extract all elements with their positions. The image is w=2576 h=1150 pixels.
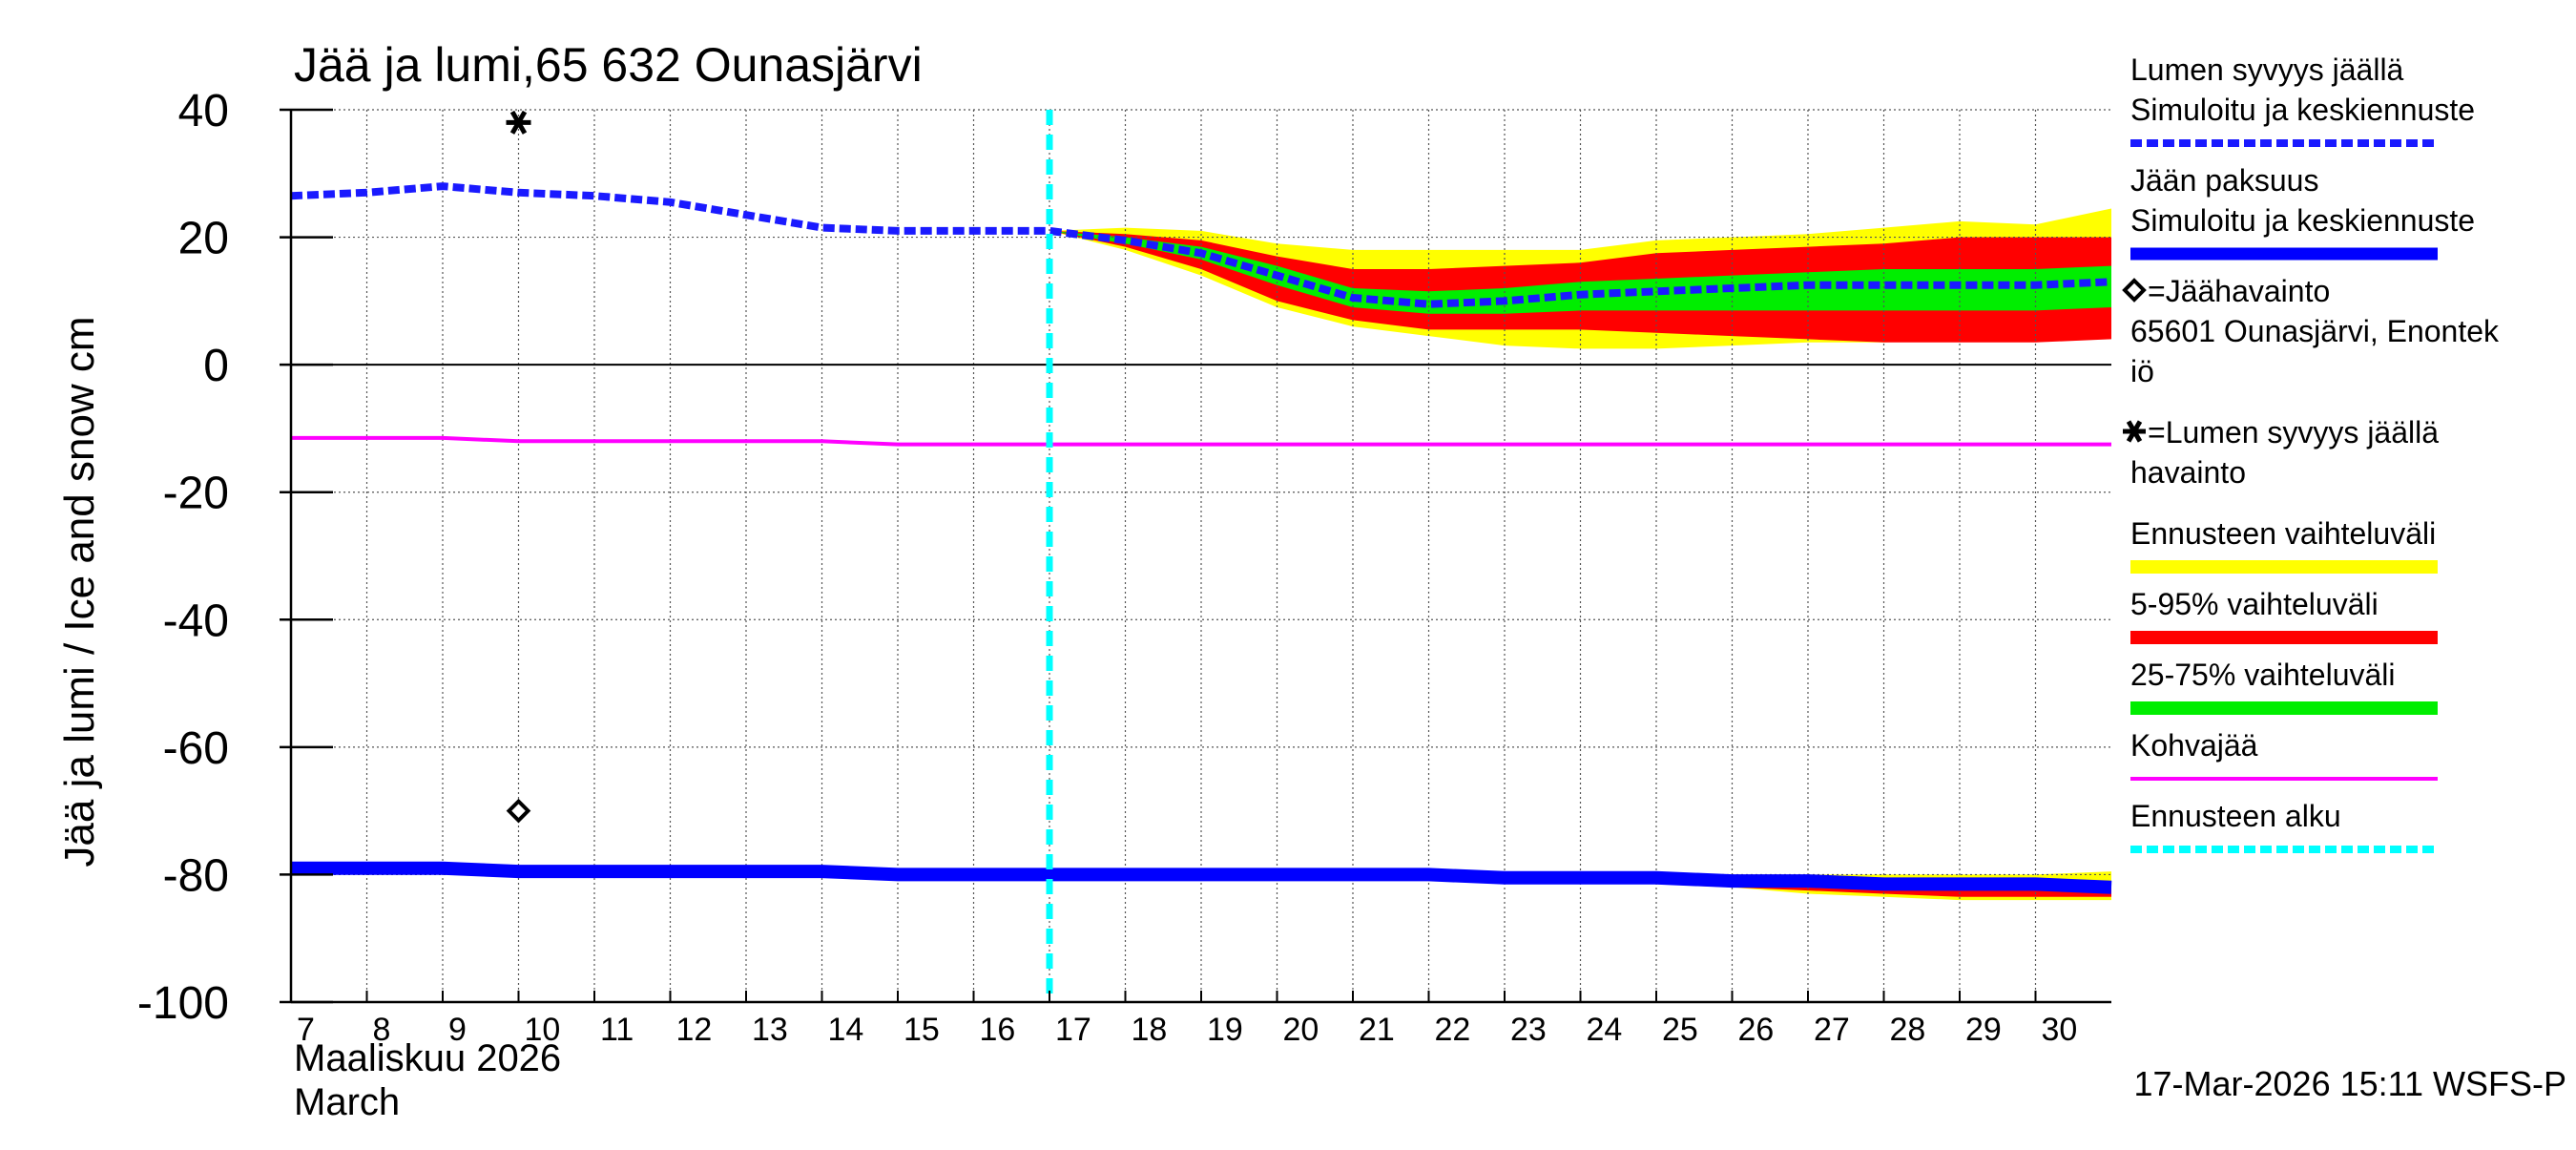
legend-label: =Jäähavainto bbox=[2148, 274, 2330, 308]
legend-label: 25-75% vaihteluväli bbox=[2130, 658, 2396, 692]
legend-diamond-icon bbox=[2122, 278, 2147, 303]
legend-item-4: Ennusteen vaihteluväli bbox=[2130, 516, 2438, 574]
snow-band-25-75 bbox=[1049, 230, 2111, 314]
y-axis-label: Jää ja lumi / Ice and snow cm bbox=[56, 316, 103, 867]
x-tick-label: 14 bbox=[828, 1012, 864, 1048]
x-tick-label: 13 bbox=[752, 1012, 788, 1048]
x-tick-label: 26 bbox=[1738, 1012, 1775, 1048]
y-tick-label: -60 bbox=[163, 723, 229, 774]
x-axis-label-month-en: March bbox=[294, 1081, 400, 1123]
y-tick-label: -40 bbox=[163, 596, 229, 646]
chart-title: Jää ja lumi,65 632 Ounasjärvi bbox=[294, 38, 923, 92]
x-tick-label: 22 bbox=[1435, 1012, 1471, 1048]
x-tick-label: 7 bbox=[297, 1012, 315, 1048]
x-tick-label: 24 bbox=[1587, 1012, 1623, 1048]
x-tick-label: 9 bbox=[448, 1012, 467, 1048]
snow-depth-line bbox=[290, 182, 2112, 308]
snow-observation-stroke bbox=[509, 110, 528, 135]
legend-label: Ennusteen alku bbox=[2130, 799, 2341, 833]
x-tick-label: 17 bbox=[1055, 1012, 1091, 1048]
series-layer bbox=[290, 110, 2112, 1002]
legend-label: Kohvajää bbox=[2130, 728, 2258, 763]
x-tick-label: 20 bbox=[1283, 1012, 1319, 1048]
legend-item-2: =Jäähavainto 65601 Ounasjärvi, Enontek iö bbox=[2122, 274, 2500, 388]
x-tick-label: 29 bbox=[1965, 1012, 2002, 1048]
legend-label: 65601 Ounasjärvi, Enontek bbox=[2130, 314, 2500, 348]
x-tick-label: 18 bbox=[1132, 1012, 1168, 1048]
axes-layer: 40 20 0 -20 -40 -60 -80 -100 7 8 9 10 11 12 13 14 15 16 17… bbox=[137, 86, 2111, 1048]
legend-label: havainto bbox=[2130, 455, 2246, 490]
legend-item-3: =Lumen syvyys jäällä havainto bbox=[2123, 415, 2439, 490]
x-tick-label: 8 bbox=[373, 1012, 391, 1048]
legend-item-7: Kohvajää bbox=[2130, 728, 2438, 781]
y-tick-label: 20 bbox=[178, 214, 229, 264]
legend-item-6: 25-75% vaihteluväli bbox=[2130, 658, 2438, 715]
y-tick-label: 40 bbox=[178, 86, 229, 136]
y-tick-label: -80 bbox=[163, 850, 229, 901]
legend-item-8: Ennusteen alku bbox=[2130, 799, 2438, 853]
legend-label: Ennusteen vaihteluväli bbox=[2130, 516, 2436, 551]
x-tick-label: 19 bbox=[1207, 1012, 1243, 1048]
legend-label: Simuloitu ja keskiennuste bbox=[2130, 203, 2475, 238]
x-tick-label: 28 bbox=[1890, 1012, 1926, 1048]
legend-label: Lumen syvyys jäällä bbox=[2130, 52, 2404, 87]
y-tick-label: -20 bbox=[163, 469, 229, 519]
legend-item-0: Lumen syvyys jäällä Simuloitu ja keskienn… bbox=[2130, 52, 2475, 147]
x-tick-label: 15 bbox=[904, 1012, 940, 1048]
legend: Lumen syvyys jäällä Simuloitu ja keskienn… bbox=[2122, 52, 2500, 853]
legend-label: Simuloitu ja keskiennuste bbox=[2130, 93, 2475, 127]
y-tick-label: -100 bbox=[137, 978, 229, 1029]
legend-item-5: 5-95% vaihteluväli bbox=[2130, 587, 2438, 644]
x-axis-label-month-fi: Maaliskuu 2026 bbox=[294, 1037, 561, 1079]
x-tick-label: 16 bbox=[980, 1012, 1016, 1048]
legend-star-icon bbox=[2126, 420, 2143, 443]
x-tick-label: 12 bbox=[676, 1012, 713, 1048]
legend-label: =Lumen syvyys jäällä bbox=[2148, 415, 2439, 450]
x-tick-label: 25 bbox=[1662, 1012, 1698, 1048]
ice-observation-marker bbox=[506, 798, 531, 824]
ice-thickness-line bbox=[291, 861, 2112, 894]
x-tick-label: 11 bbox=[600, 1012, 634, 1048]
x-tick-label: 10 bbox=[525, 1012, 561, 1048]
footer-timestamp: 17-Mar-2026 15:11 WSFS-P bbox=[2133, 1064, 2566, 1103]
legend-item-1: Jään paksuus Simuloitu ja keskiennuste bbox=[2130, 163, 2475, 261]
x-tick-label: 23 bbox=[1510, 1012, 1547, 1048]
x-tick-label: 21 bbox=[1359, 1012, 1395, 1048]
slush-ice-line bbox=[291, 435, 2111, 447]
legend-label: Jään paksuus bbox=[2130, 163, 2318, 198]
legend-label: 5-95% vaihteluväli bbox=[2130, 587, 2379, 621]
x-tick-label: 27 bbox=[1814, 1012, 1850, 1048]
legend-label: iö bbox=[2130, 354, 2154, 388]
y-tick-label: 0 bbox=[203, 341, 229, 391]
x-tick-label: 30 bbox=[2042, 1012, 2078, 1048]
snow-observation-marker bbox=[506, 110, 531, 135]
